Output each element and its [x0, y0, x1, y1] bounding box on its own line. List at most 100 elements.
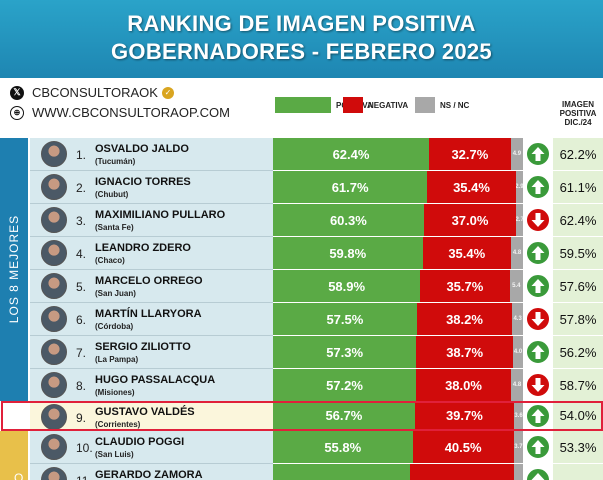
legend-nsnc: NS / NC: [415, 97, 469, 113]
name-cell: 4. LEANDRO ZDERO (Chaco): [30, 237, 273, 270]
governor-name: SERGIO ZILIOTTO: [95, 341, 191, 353]
bar-nsnc: [513, 464, 523, 480]
legend-positiva-swatch: [275, 97, 331, 113]
rank-number: 3.: [76, 214, 87, 228]
prev-value: 62.2%: [553, 138, 603, 171]
prev-header-line3: DIC./24: [564, 118, 592, 127]
avatar: [41, 174, 67, 200]
bar-negativa: 35.7%: [420, 270, 510, 302]
avatar: [41, 273, 67, 299]
group-label-second: O: [14, 471, 24, 480]
governor-name: GUSTAVO VALDÉS: [95, 406, 195, 418]
group-label-top: LOS 8 MEJORES: [7, 214, 21, 324]
avatar: [41, 372, 67, 398]
name-cell: 8. HUGO PASSALACQUA (Misiones): [30, 369, 273, 402]
table-row: 11.GERARDO ZAMORA: [30, 464, 603, 480]
bar-positiva: 57.2%: [273, 369, 416, 401]
name-cell: 6. MARTÍN LLARYORA (Córdoba): [30, 303, 273, 336]
stacked-bar: 57.2% 38.0% 4.8: [273, 369, 523, 402]
prev-value: 58.7%: [553, 369, 603, 402]
table-row: 9. GUSTAVO VALDÉS (Corrientes) 56.7% 39.7% 3.…: [30, 401, 603, 431]
verified-badge-icon: ✓: [161, 86, 174, 99]
avatar: [41, 339, 67, 365]
arrow-down-icon: [526, 373, 550, 397]
province: (La Pampa): [95, 355, 139, 364]
governor-name: OSVALDO JALDO: [95, 143, 189, 155]
stacked-bar: 62.4% 32.7% 4.9: [273, 138, 523, 171]
avatar: [41, 240, 67, 266]
name-cell: 1. OSVALDO JALDO (Tucumán): [30, 138, 273, 171]
arrow-up-icon: [526, 340, 550, 364]
stacked-bar: 58.9% 35.7% 5.4: [273, 270, 523, 303]
bar-negativa: 38.7%: [416, 336, 513, 368]
arrow-up-icon: [526, 435, 550, 459]
table-row: 2. IGNACIO TORRES (Chubut) 61.7% 35.4% 2.9 61.…: [30, 171, 603, 204]
table-row: 5. MARCELO ORREGO (San Juan) 58.9% 35.7% 5.4 5…: [30, 270, 603, 303]
bar-negativa: 40.5%: [412, 431, 514, 463]
sub-header: 𝕏 CBCONSULTORAOK ✓ ⊕ WWW.CBCONSULTORAOP.…: [0, 78, 603, 138]
prev-value: 61.1%: [553, 171, 603, 204]
arrow-up-icon: [526, 468, 550, 480]
stacked-bar: 57.5% 38.2% 4.3: [273, 303, 523, 336]
prev-header-line2: POSITIVA: [559, 109, 597, 118]
prev-value: 53.3%: [553, 431, 603, 464]
name-cell: 7. SERGIO ZILIOTTO (La Pampa): [30, 336, 273, 369]
name-cell: 5. MARCELO ORREGO (San Juan): [30, 270, 273, 303]
prev-header-line1: IMAGEN: [562, 100, 594, 109]
legend-negativa-label: NEGATIVA: [368, 100, 409, 110]
bar-negativa: [409, 464, 514, 480]
website: WWW.CBCONSULTORAOP.COM: [32, 105, 230, 120]
rank-number: 5.: [76, 280, 87, 294]
stacked-bar: 61.7% 35.4% 2.9: [273, 171, 523, 204]
governor-name: MARTÍN LLARYORA: [95, 308, 202, 320]
bar-positiva: [273, 464, 410, 480]
governor-name: GERARDO ZAMORA: [95, 469, 203, 480]
x-handle: CBCONSULTORAOK: [32, 85, 158, 100]
arrow-up-icon: [526, 142, 550, 166]
avatar: [41, 434, 67, 460]
name-cell: 3. MAXIMILIANO PULLARO (Santa Fe): [30, 204, 273, 237]
bar-negativa: 38.0%: [416, 369, 511, 401]
table-row: 4. LEANDRO ZDERO (Chaco) 59.8% 35.4% 4.8 59.5%: [30, 237, 603, 270]
group-sidebar-top: LOS 8 MEJORES: [0, 138, 28, 401]
province: (Misiones): [95, 388, 135, 397]
province: (Corrientes): [95, 420, 141, 429]
table-row: 7. SERGIO ZILIOTTO (La Pampa) 57.3% 38.7% 4.0…: [30, 336, 603, 369]
rank-number: 10.: [76, 441, 93, 455]
governor-name: IGNACIO TORRES: [95, 176, 191, 188]
chart-title-line2: GOBERNADORES - FEBRERO 2025: [111, 39, 492, 64]
arrow-up-icon: [526, 404, 550, 428]
avatar: [41, 404, 67, 430]
table-row: 8. HUGO PASSALACQUA (Misiones) 57.2% 38.0% 4.…: [30, 369, 603, 402]
rank-number: 9.: [76, 411, 87, 425]
bar-negativa: 35.4%: [427, 171, 516, 203]
avatar: [41, 141, 67, 167]
table-row: 3. MAXIMILIANO PULLARO (Santa Fe) 60.3% 37.0…: [30, 204, 603, 237]
prev-value: 57.8%: [553, 303, 603, 336]
legend-nsnc-label: NS / NC: [440, 100, 470, 110]
avatar: [41, 306, 67, 332]
bar-positiva: 62.4%: [273, 138, 429, 170]
name-cell: 10. CLAUDIO POGGI (San Luis): [30, 431, 273, 464]
table-row: 10. CLAUDIO POGGI (San Luis) 55.8% 40.5% 3.7 5…: [30, 431, 603, 464]
rank-number: 2.: [76, 181, 87, 195]
chart-title-line1: RANKING DE IMAGEN POSITIVA: [127, 11, 476, 36]
governor-name: HUGO PASSALACQUA: [95, 374, 216, 386]
stacked-bar: 56.7% 39.7% 3.6: [273, 401, 523, 431]
x-handle-row: 𝕏 CBCONSULTORAOK ✓: [10, 85, 174, 100]
bar-nsnc: 4.8: [511, 369, 523, 401]
bar-nsnc: 2.9: [515, 171, 523, 203]
bar-positiva: 60.3%: [273, 204, 424, 236]
province: (Chaco): [95, 256, 125, 265]
stacked-bar: 59.8% 35.4% 4.8: [273, 237, 523, 270]
group-sidebar-second: O: [0, 431, 28, 480]
stacked-bar: 60.3% 37.0% 2.7: [273, 204, 523, 237]
globe-icon: ⊕: [10, 105, 24, 120]
province: (San Luis): [95, 450, 134, 459]
prev-value: 62.4%: [553, 204, 603, 237]
governor-name: CLAUDIO POGGI: [95, 436, 185, 448]
name-cell: 9. GUSTAVO VALDÉS (Corrientes): [30, 401, 273, 431]
rank-number: 8.: [76, 379, 87, 393]
name-cell: 2. IGNACIO TORRES (Chubut): [30, 171, 273, 204]
arrow-up-icon: [526, 241, 550, 265]
